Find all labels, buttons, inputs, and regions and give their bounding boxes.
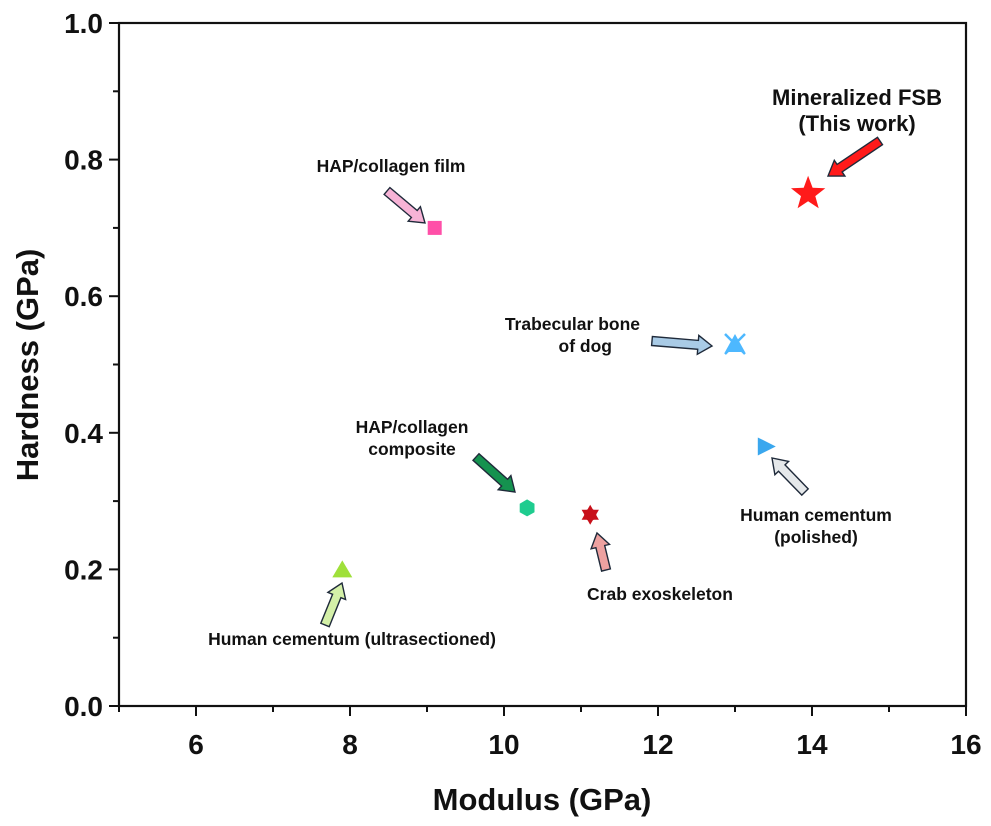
triangle-up-marker (332, 560, 353, 578)
y-tick-label: 0.0 (64, 691, 103, 722)
point-label: Trabecular bone of dog (505, 314, 640, 356)
axis-tick-labels: 6 8 10 12 14 16 0.0 0.2 0.4 0.6 0.8 1.0 (64, 8, 982, 760)
y-tick-label: 1.0 (64, 8, 103, 39)
annotation-arrow (319, 581, 347, 628)
annotation-arrow (472, 452, 516, 493)
hexagon-marker (519, 499, 535, 517)
annotation-arrow (383, 186, 426, 224)
y-tick-label: 0.6 (64, 281, 103, 312)
point-label-line: HAP/collagen film (317, 156, 466, 176)
point-label-line: composite (368, 439, 456, 459)
y-tick-label: 0.4 (64, 418, 103, 449)
point-label-line: (This work) (798, 111, 915, 136)
x-tick-label: 16 (950, 729, 981, 760)
x-tick-label: 14 (796, 729, 828, 760)
y-tick-label: 0.2 (64, 554, 103, 585)
triangle-marker (725, 334, 745, 353)
point-label-line: Human cementum (ultrasectioned) (208, 629, 496, 649)
y-axis-title: Hardness (GPa) (10, 249, 45, 482)
annotation-arrow (826, 136, 884, 177)
point-label-line: Mineralized FSB (772, 85, 942, 110)
triangle-right-marker (757, 437, 776, 456)
annotation-arrow (650, 334, 714, 356)
x-tick-label: 10 (488, 729, 519, 760)
annotation-arrow (771, 457, 810, 497)
point-label-line: Trabecular bone (505, 314, 640, 334)
star-marker (791, 175, 826, 209)
point-label: Human cementum (ultrasectioned) (208, 629, 496, 649)
annotation-arrows (319, 136, 884, 628)
point-label-line: Crab exoskeleton (587, 584, 733, 604)
y-tick-label: 0.8 (64, 145, 103, 176)
hexagram-marker-core (584, 508, 597, 521)
data-markers (332, 175, 826, 578)
point-label-line: of dog (559, 336, 612, 356)
x-tick-label: 8 (342, 729, 358, 760)
point-label-line: Human cementum (740, 505, 892, 525)
point-label: Human cementum (polished) (740, 505, 892, 547)
annotation-labels: Mineralized FSB (This work) HAP/collagen f… (208, 85, 942, 649)
x-tick-label: 6 (188, 729, 204, 760)
point-label-line: (polished) (774, 527, 858, 547)
x-axis-title: Modulus (GPa) (433, 782, 652, 817)
axis-ticks (109, 22, 967, 716)
point-label: Crab exoskeleton (587, 584, 733, 604)
x-tick-label: 12 (642, 729, 673, 760)
point-label-line: HAP/collagen (356, 417, 469, 437)
point-label: HAP/collagen film (317, 156, 466, 176)
square-marker (427, 220, 442, 235)
point-label: Mineralized FSB (This work) (772, 85, 942, 136)
annotation-arrow (589, 531, 612, 572)
point-label: HAP/collagen composite (356, 417, 469, 459)
